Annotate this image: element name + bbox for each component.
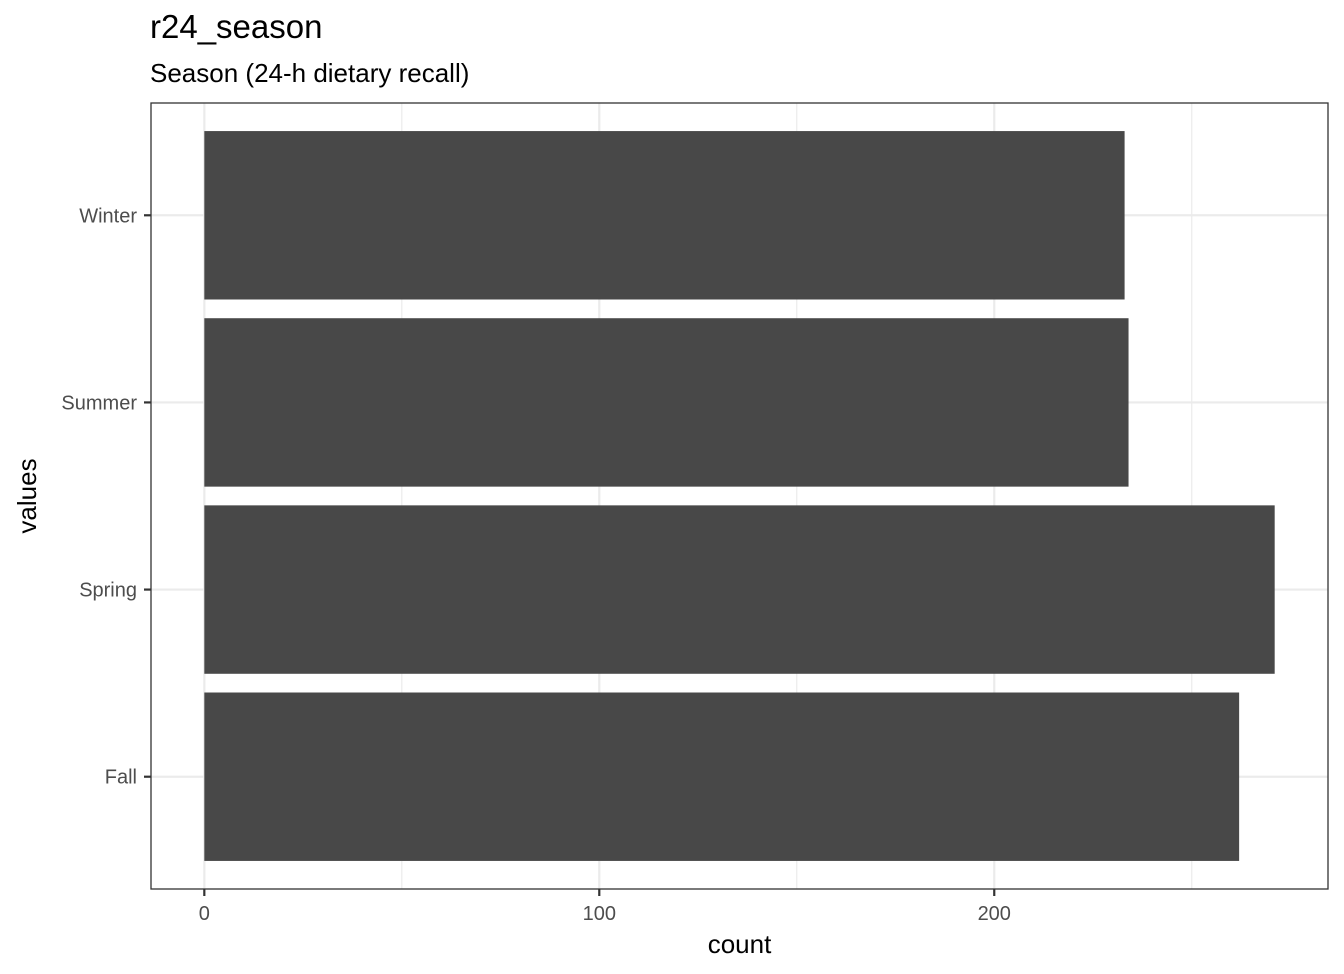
y-tick-label: Fall	[105, 767, 137, 789]
bars	[204, 131, 1275, 861]
x-tick-label: 0	[199, 903, 210, 925]
y-tick-label: Winter	[79, 205, 137, 227]
y-tick-label: Spring	[79, 580, 137, 602]
bar-winter	[204, 131, 1125, 300]
y-tick-label: Summer	[61, 392, 137, 414]
bar-summer	[204, 318, 1129, 487]
x-axis-title: count	[708, 929, 772, 959]
panel-border	[150, 102, 1329, 890]
y-axis-title: values	[12, 458, 42, 533]
x-axis: 0 100 200	[199, 889, 1011, 925]
x-tick-label: 200	[978, 903, 1011, 925]
chart-title: r24_season	[150, 8, 323, 45]
chart-subtitle: Season (24-h dietary recall)	[150, 58, 470, 88]
bar-fall	[204, 692, 1240, 861]
bar-spring	[204, 505, 1275, 674]
y-axis: Fall Spring Summer Winter	[61, 205, 151, 789]
x-tick-label: 100	[583, 903, 616, 925]
